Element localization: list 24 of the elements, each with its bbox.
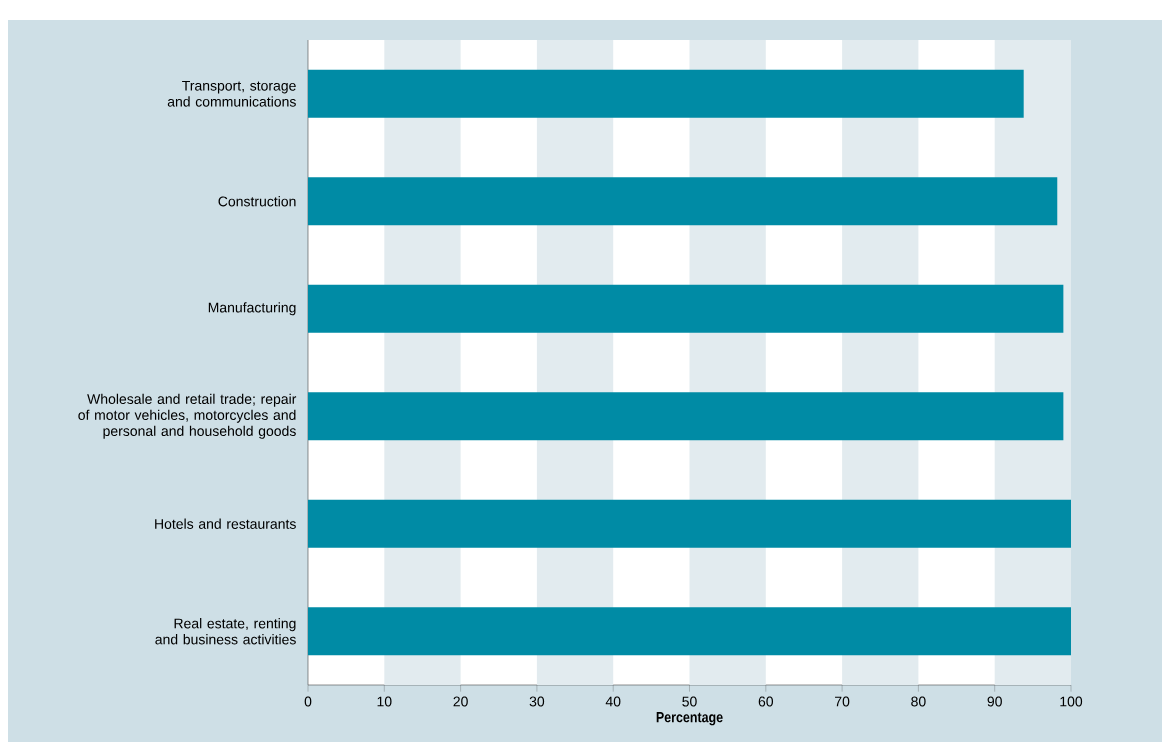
x-tick-label: 70: [835, 696, 850, 707]
bar: [308, 392, 1064, 441]
x-tick-label: 50: [682, 696, 697, 707]
x-tick-label: 10: [377, 696, 392, 707]
x-axis-title: Percentage: [656, 712, 723, 726]
bar: [308, 177, 1058, 226]
x-tick-label: 0: [304, 696, 312, 707]
y-tick-label: Transport, storage and communications: [167, 80, 296, 107]
x-tick-label: 60: [758, 696, 774, 707]
x-tick-label: 90: [987, 696, 1002, 707]
x-tick-label: 100: [1060, 696, 1083, 707]
y-tick-label: Wholesale and retail trade; repair of motor vehicles, motorcycles and personal and household goods: [78, 393, 297, 439]
y-tick-label: Real estate, renting and business activities: [155, 618, 296, 645]
x-tick-label: 40: [605, 696, 621, 707]
bar: [308, 607, 1071, 656]
y-tick-label: Manufacturing: [208, 302, 296, 316]
y-tick-label: Hotels and restaurants: [155, 518, 296, 529]
x-tick-label: 30: [529, 696, 545, 707]
x-tick-label: 20: [453, 696, 468, 707]
bar: [308, 284, 1064, 333]
bar: [308, 69, 1024, 118]
bar: [308, 499, 1071, 548]
x-tick-label: 80: [911, 696, 926, 707]
y-tick-label: Construction: [218, 196, 296, 207]
